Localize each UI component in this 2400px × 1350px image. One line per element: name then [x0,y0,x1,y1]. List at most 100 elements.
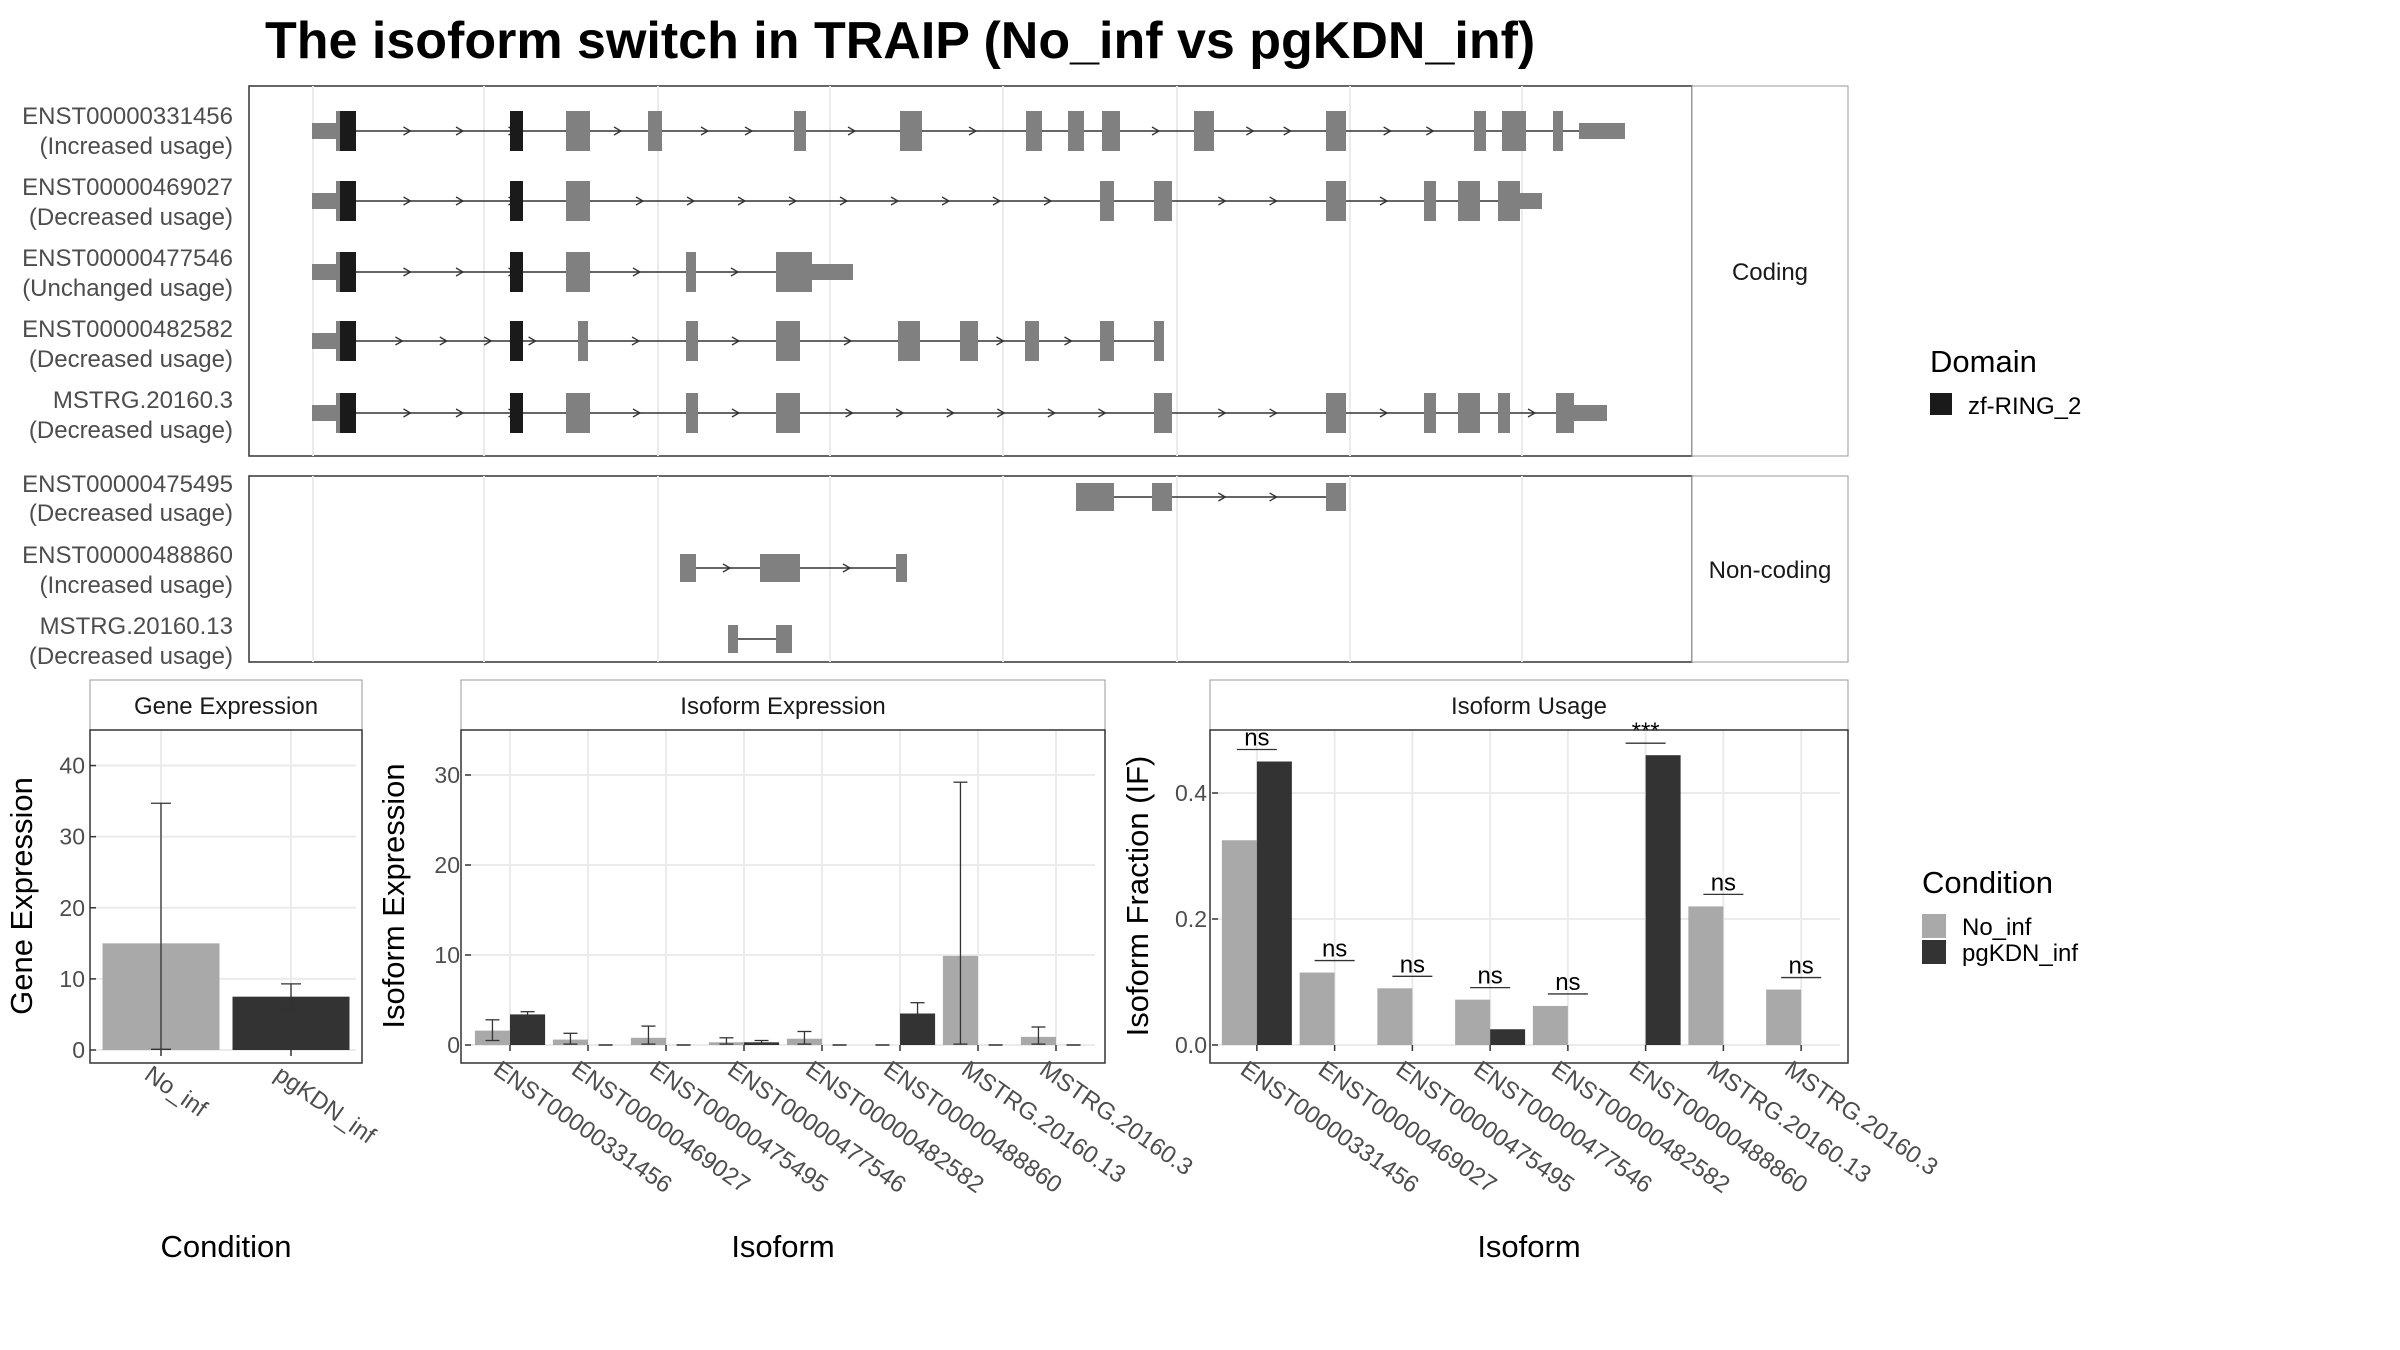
domain-block-zf-ring-2 [340,181,356,221]
isoform-expression-frame [460,729,1106,1064]
y-tick-label: 10 [434,942,460,968]
isoform-label-usage: (Increased usage) [40,572,233,599]
exon-block [776,252,812,292]
intron-direction-arrow [528,336,537,346]
y-tick-label: 10 [59,966,85,992]
coding-isoform-labels: ENST00000331456 (Increased usage) ENST00… [22,103,233,444]
y-tick-label: 0.4 [1175,780,1207,806]
exon-block [1553,111,1563,151]
exon-block [1326,181,1346,221]
intron-direction-arrow [455,267,465,277]
isoform-usage-ylabel: Isoform Fraction (IF) [1120,756,1155,1037]
exon-block [312,123,336,139]
intron-direction-arrow [992,196,1002,206]
intron-direction-arrow [700,126,710,136]
domain-legend-title: Domain [1930,344,2037,379]
gene-expression-ylabel: Gene Expression [4,777,39,1015]
intron-direction-arrow [946,408,956,418]
domain-block-zf-ring-2 [340,111,356,151]
structure-panel-noncoding: Non-coding ENST00000475495 (Decreased us… [22,471,1849,670]
intron-direction-arrow [455,408,465,418]
exon-block [1154,393,1172,433]
significance-label: ns [1788,953,1813,980]
isoform-usage-panel: Isoform Usage ns ns ns ns ns *** ns ns 0.0 0.2 0.… [1120,679,1943,1264]
exon-block [1026,111,1042,151]
exon-block [1579,123,1625,139]
exon-block [1502,111,1526,151]
intron-direction-arrow [635,196,645,206]
domain-block-zf-ring-2 [510,393,523,433]
condition-legend-key-pgkdn-inf [1922,940,1946,964]
exon-block [1076,483,1114,511]
coding-grid [312,86,1523,456]
intron-direction-arrow [845,408,854,418]
y-tick-label: 0.0 [1175,1032,1207,1058]
bar-no-inf [1766,989,1802,1045]
intron-direction-arrow [1426,126,1435,136]
isoform-usage-strip-label: Isoform Usage [1451,693,1607,720]
intron-direction-arrow [1218,408,1227,418]
intron-direction-arrow [842,563,852,573]
isoform-usage-frame [1209,729,1849,1064]
intron-direction-arrow [1218,492,1227,502]
isoform-label-usage: (Decreased usage) [29,204,233,231]
intron-direction-arrow [1383,126,1392,136]
significance-label: ns [1555,969,1580,996]
isoform-expression-strip [460,679,1106,731]
noncoding-isoform-labels: ENST00000475495 (Decreased usage) ENST00… [22,471,233,670]
gene-expression-bars [102,802,350,1050]
isoform-usage-strip [1209,679,1849,731]
isoform-expression-strip-label: Isoform Expression [680,693,885,720]
exon-block [898,321,920,361]
exon-block [1152,483,1172,511]
intron-direction-arrow [731,336,741,346]
structure-panel-coding: Coding ENST00000331456 (Increased usage)… [22,85,1849,457]
noncoding-tracks [680,483,1346,653]
intron-direction-arrow [1283,126,1292,136]
significance-label: ns [1244,725,1269,752]
condition-legend-label-pgkdn-inf: pgKDN_inf [1962,940,2078,967]
exon-block [1458,393,1480,433]
intron-direction-arrow [613,126,623,136]
y-tick-label: 0 [447,1032,460,1058]
exon-block [1326,483,1346,511]
intron-direction-arrow [483,336,493,346]
exon-block [312,333,336,349]
exon-block [1574,405,1607,421]
exon-block [776,393,800,433]
intron-direction-arrow [403,267,412,277]
coding-strip-label: Coding [1732,259,1808,286]
bar-no-inf [1532,1005,1568,1045]
intron-direction-arrow [890,196,900,206]
isoform-label-id: MSTRG.20160.13 [40,613,233,640]
domain-block-zf-ring-2 [340,321,356,361]
bar-pgkdn-inf [510,1014,546,1045]
x-tick-label: pgKDN_inf [270,1061,381,1150]
exon-block [1154,321,1164,361]
intron-direction-arrow [731,408,741,418]
intron-direction-arrow [1269,492,1278,502]
exon-block [566,181,590,221]
isoform-expression-xlabel: Isoform [731,1229,834,1264]
exon-block [312,264,336,280]
intron-direction-arrow [847,126,857,136]
coding-panel-bg [248,85,1693,457]
domain-legend-key [1930,393,1952,415]
isoform-expression-ylabel: Isoform Expression [376,763,411,1028]
domain-block-zf-ring-2 [510,321,523,361]
domain-block-zf-ring-2 [510,181,523,221]
intron-direction-arrow [403,196,412,206]
isoform-expression-panel: Isoform Expression 0102030ENST0000033145… [376,679,1198,1264]
exon-block [1194,111,1214,151]
gene-expression-xlabel: Condition [161,1229,292,1264]
exon-block [1556,393,1574,433]
domain-legend: Domain zf-RING_2 [1930,344,2081,420]
intron-direction-arrow [1151,126,1161,136]
condition-legend-key-no-inf [1922,914,1946,938]
exon-block [1025,321,1039,361]
intron-direction-arrow [1064,336,1073,346]
bar-no-inf [1221,840,1257,1045]
y-tick-label: 0 [72,1037,85,1063]
domain-block-zf-ring-2 [510,252,523,292]
isoform-label-usage: (Unchanged usage) [22,275,233,302]
